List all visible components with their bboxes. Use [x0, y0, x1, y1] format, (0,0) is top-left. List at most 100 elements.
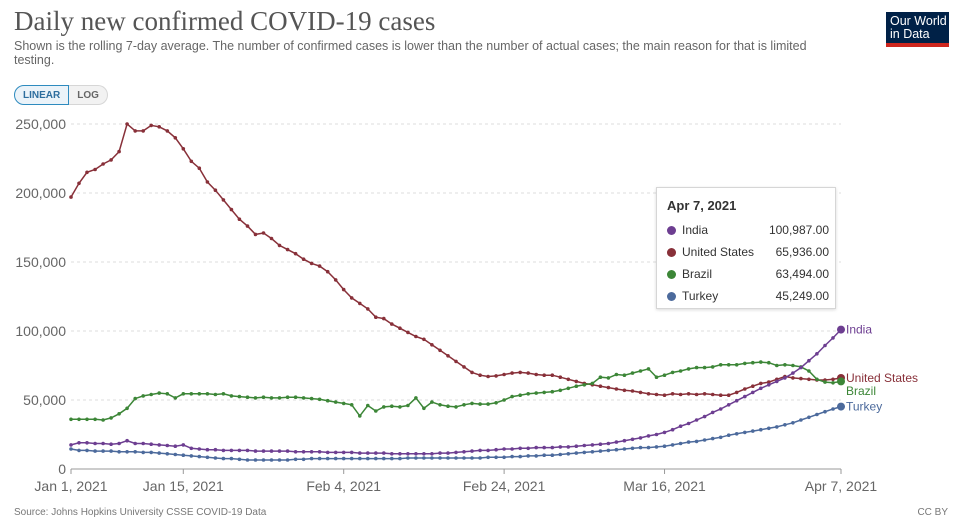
data-point-turkey[interactable] [85, 448, 89, 453]
data-point-united-states[interactable] [791, 376, 795, 380]
data-point-brazil[interactable] [542, 390, 546, 395]
data-point-turkey[interactable] [518, 454, 522, 459]
data-point-brazil[interactable] [349, 403, 354, 407]
data-point-turkey[interactable] [341, 456, 346, 461]
data-point-brazil[interactable] [173, 396, 178, 400]
data-point-india[interactable] [815, 352, 819, 356]
data-point-united-states[interactable] [358, 301, 362, 306]
data-point-turkey[interactable] [751, 429, 755, 433]
data-point-united-states[interactable] [253, 232, 258, 237]
data-point-united-states[interactable] [293, 251, 298, 256]
data-point-united-states[interactable] [534, 372, 538, 377]
data-point-india[interactable] [542, 445, 546, 450]
data-point-turkey[interactable] [662, 444, 667, 449]
data-point-india[interactable] [293, 450, 298, 454]
data-point-united-states[interactable] [614, 387, 619, 391]
data-point-united-states[interactable] [574, 379, 579, 384]
data-point-united-states[interactable] [69, 195, 73, 199]
data-point-turkey[interactable] [406, 456, 410, 460]
data-point-brazil[interactable] [414, 396, 418, 400]
data-point-turkey[interactable] [582, 450, 587, 455]
data-point-india[interactable] [470, 449, 474, 453]
data-point-turkey[interactable] [726, 433, 731, 438]
data-point-turkey[interactable] [414, 456, 418, 460]
data-point-turkey[interactable] [775, 425, 779, 429]
data-point-india[interactable] [510, 447, 514, 451]
data-point-turkey[interactable] [77, 448, 81, 453]
data-point-brazil[interactable] [213, 392, 218, 397]
data-point-brazil[interactable] [374, 409, 378, 413]
data-point-united-states[interactable] [414, 334, 418, 339]
data-point-united-states[interactable] [141, 129, 145, 133]
data-point-united-states[interactable] [638, 390, 643, 395]
data-point-india[interactable] [406, 452, 410, 456]
data-point-india[interactable] [598, 442, 603, 447]
data-point-turkey[interactable] [638, 445, 643, 450]
data-point-brazil[interactable] [69, 417, 73, 422]
data-point-united-states[interactable] [189, 159, 194, 164]
data-point-turkey[interactable] [358, 456, 362, 461]
data-point-india[interactable] [269, 449, 274, 453]
data-point-turkey[interactable] [430, 456, 434, 460]
data-point-brazil[interactable] [245, 395, 250, 400]
series-brazil[interactable] [69, 360, 845, 422]
data-point-brazil[interactable] [277, 396, 282, 400]
data-point-united-states[interactable] [109, 158, 113, 162]
data-point-brazil[interactable] [133, 396, 137, 401]
data-point-united-states[interactable] [366, 307, 370, 311]
data-point-india[interactable] [783, 376, 787, 380]
data-point-brazil[interactable] [614, 372, 619, 377]
series-line-brazil[interactable] [71, 361, 842, 421]
data-point-brazil[interactable] [630, 371, 635, 375]
data-point-turkey[interactable] [157, 451, 161, 455]
data-point-turkey[interactable] [221, 456, 226, 461]
data-point-india[interactable] [799, 365, 803, 370]
data-point-united-states[interactable] [606, 385, 611, 390]
data-point-united-states[interactable] [341, 287, 346, 292]
data-point-united-states[interactable] [486, 374, 490, 379]
data-point-india[interactable] [69, 443, 73, 447]
data-point-brazil[interactable] [494, 401, 498, 405]
data-point-india[interactable] [149, 442, 153, 447]
data-point-turkey[interactable] [534, 454, 538, 458]
data-point-brazil[interactable] [606, 376, 611, 380]
data-point-india[interactable] [309, 450, 314, 454]
data-point-brazil[interactable] [285, 395, 290, 400]
data-point-brazil[interactable] [775, 363, 779, 368]
data-point-turkey[interactable] [837, 402, 845, 411]
data-point-turkey[interactable] [542, 453, 546, 458]
data-point-united-states[interactable] [558, 375, 563, 380]
data-point-india[interactable] [726, 403, 731, 407]
data-point-united-states[interactable] [622, 388, 627, 393]
data-point-brazil[interactable] [678, 369, 683, 373]
data-point-turkey[interactable] [173, 452, 178, 457]
data-point-turkey[interactable] [734, 432, 739, 436]
data-point-brazil[interactable] [823, 380, 827, 384]
data-point-india[interactable] [398, 452, 402, 456]
data-point-brazil[interactable] [502, 398, 506, 402]
data-point-brazil[interactable] [574, 384, 579, 389]
data-point-brazil[interactable] [454, 405, 458, 409]
data-point-india[interactable] [125, 438, 129, 443]
data-point-brazil[interactable] [751, 360, 755, 365]
data-point-brazil[interactable] [791, 363, 795, 368]
data-point-brazil[interactable] [734, 363, 739, 367]
data-point-united-states[interactable] [694, 392, 699, 397]
data-point-turkey[interactable] [374, 456, 378, 461]
data-point-turkey[interactable] [117, 450, 121, 454]
data-point-turkey[interactable] [189, 454, 194, 458]
data-point-india[interactable] [454, 450, 458, 455]
data-point-turkey[interactable] [574, 451, 579, 455]
data-point-united-states[interactable] [670, 392, 675, 396]
data-point-united-states[interactable] [518, 370, 522, 375]
data-point-india[interactable] [133, 441, 137, 446]
data-point-brazil[interactable] [341, 401, 346, 406]
data-point-turkey[interactable] [526, 454, 530, 458]
data-point-brazil[interactable] [325, 398, 330, 403]
data-point-turkey[interactable] [550, 453, 555, 458]
data-point-turkey[interactable] [253, 458, 258, 462]
data-point-turkey[interactable] [614, 447, 619, 452]
data-point-india[interactable] [550, 445, 555, 450]
data-point-turkey[interactable] [205, 455, 210, 460]
data-point-brazil[interactable] [93, 417, 97, 422]
